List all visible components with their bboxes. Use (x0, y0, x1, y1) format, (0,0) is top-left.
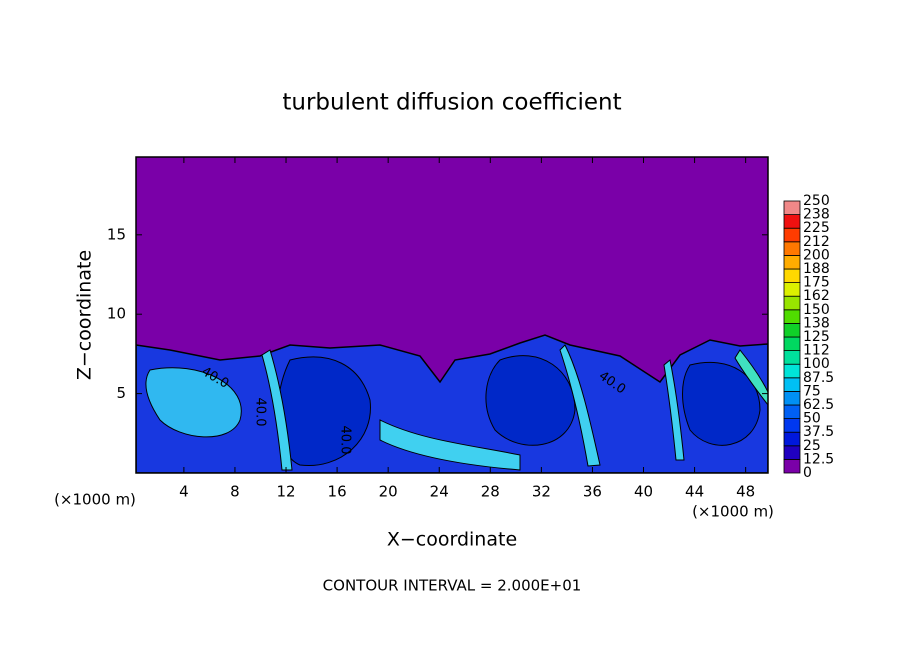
y-tick-label: 5 (116, 384, 126, 402)
field-streak (261, 349, 293, 471)
colorbar-label: 50 (803, 411, 821, 427)
colorbar-swatch (783, 295, 801, 311)
x-axis-label: X−coordinate (387, 529, 517, 551)
colorbar-label: 212 (803, 234, 830, 250)
field-streak (663, 359, 685, 461)
field-blob (145, 367, 242, 438)
x-tick-label: 40 (634, 483, 653, 501)
chart-title: turbulent diffusion coefficient (282, 90, 621, 116)
x-tick-label: 12 (276, 483, 295, 501)
field-streak (379, 419, 521, 471)
y-tick-label: 15 (107, 225, 126, 243)
x-tick-label: 4 (179, 483, 189, 501)
colorbar-swatch (783, 363, 801, 379)
colorbar-label: 175 (803, 275, 830, 291)
x-tick-label: 32 (532, 483, 551, 501)
colorbar-swatch (783, 268, 801, 284)
colorbar-label: 75 (803, 383, 821, 399)
colorbar-label: 200 (803, 247, 830, 263)
colorbar-swatch (783, 431, 801, 447)
colorbar-swatch (783, 322, 801, 338)
colorbar-swatch (783, 404, 801, 420)
x-tick-label: 24 (430, 483, 449, 501)
colorbar-label: 225 (803, 220, 830, 236)
colorbar-label: 188 (803, 261, 830, 277)
colorbar-swatch (783, 200, 801, 216)
field-streak (734, 349, 768, 406)
colorbar-label: 62.5 (803, 397, 834, 413)
contour-label: 40.0 (338, 426, 353, 455)
colorbar-label: 138 (803, 315, 830, 331)
colorbar-swatch (783, 309, 801, 324)
y-axis-label: Z−coordinate (74, 250, 96, 380)
colorbar-swatch (783, 445, 801, 460)
colorbar-swatch (783, 282, 801, 297)
x-tick-label: 20 (379, 483, 398, 501)
colorbar-label: 100 (803, 356, 830, 372)
colorbar-swatch (783, 227, 801, 243)
colorbar-swatch (783, 214, 801, 229)
colorbar-swatch (783, 336, 801, 352)
colorbar-label: 12.5 (803, 451, 834, 467)
y-tick-label: 10 (107, 305, 126, 323)
y-unit-label: (×1000 m) (54, 491, 136, 509)
colorbar-swatch (783, 350, 801, 365)
colorbar-label: 0 (803, 465, 812, 481)
colorbar-label: 238 (803, 207, 830, 223)
colorbar-label: 37.5 (803, 424, 834, 440)
field-blob (485, 355, 576, 446)
field-blob (682, 361, 761, 446)
x-tick-label: 36 (583, 483, 602, 501)
x-tick-label: 8 (230, 483, 240, 501)
colorbar-label: 162 (803, 288, 830, 304)
contour-label: 40.0 (253, 398, 268, 427)
colorbar-swatch (783, 390, 801, 406)
colorbar-label: 25 (803, 438, 821, 454)
colorbar-swatch (783, 418, 801, 433)
colorbar-label: 87.5 (803, 370, 834, 386)
plot-frame (135, 156, 769, 474)
colorbar-swatch (783, 377, 801, 392)
colorbar-label: 150 (803, 302, 830, 318)
field-streak (559, 344, 601, 467)
colorbar-label: 112 (803, 343, 830, 359)
x-tick-label: 28 (481, 483, 500, 501)
field (136, 157, 768, 473)
colorbar-swatch (783, 458, 801, 474)
colorbar-swatch (783, 254, 801, 270)
annotation: CONTOUR INTERVAL = 2.000E+01 (323, 577, 582, 595)
x-tick-label: 16 (328, 483, 347, 501)
x-tick-label: 44 (685, 483, 704, 501)
colorbar-label: 250 (803, 193, 830, 209)
colorbar-label: 125 (803, 329, 830, 345)
colorbar-swatch (783, 241, 801, 256)
x-unit-label: (×1000 m) (692, 503, 774, 521)
x-tick-label: 48 (736, 483, 755, 501)
